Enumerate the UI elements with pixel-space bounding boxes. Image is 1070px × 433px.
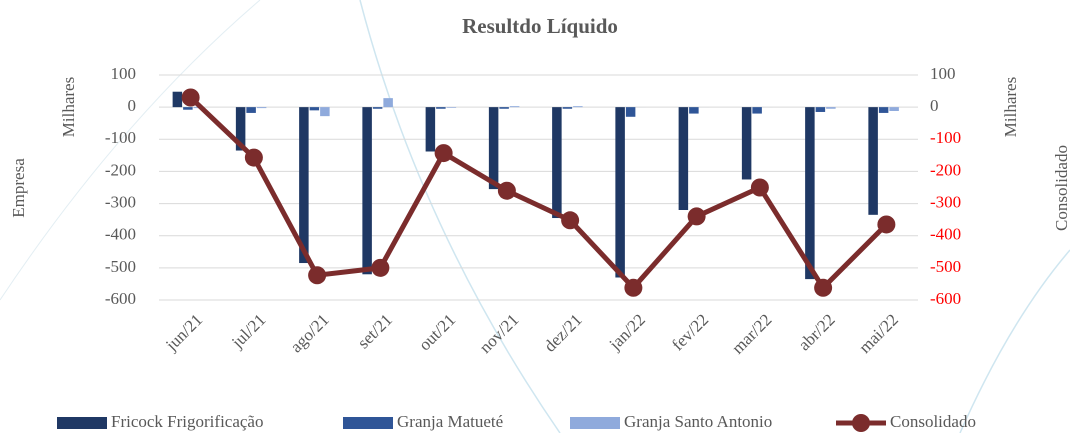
- line-marker: [371, 258, 390, 277]
- legend-swatch: [57, 417, 107, 429]
- y2-tick-label: -200: [930, 160, 961, 179]
- bar: [509, 106, 520, 108]
- y2-tick-label: -300: [930, 192, 961, 211]
- bar: [425, 107, 436, 152]
- bar: [741, 107, 752, 180]
- x-tick-label: abr/22: [795, 310, 839, 354]
- y2-tick-label: 100: [930, 64, 956, 83]
- y-axis-label: Empresa: [9, 158, 28, 218]
- bar: [383, 98, 393, 108]
- x-tick-label: ago/21: [287, 310, 333, 356]
- bar: [320, 107, 330, 117]
- chart-title: Resultdo Líquido: [462, 14, 618, 38]
- legend-label: Granja Matueté: [397, 412, 503, 431]
- bar: [868, 107, 878, 215]
- bar: [805, 107, 815, 280]
- y-tick-label: 100: [111, 64, 137, 83]
- bar: [878, 107, 889, 113]
- bar: [246, 107, 256, 113]
- y-tick-label: -200: [105, 160, 136, 179]
- y-tick-label: -300: [105, 192, 136, 211]
- legend-swatch: [570, 417, 620, 429]
- x-tick-label: set/21: [354, 310, 396, 352]
- line-marker: [497, 181, 516, 200]
- bar: [436, 107, 446, 109]
- line-marker: [750, 178, 769, 197]
- line-marker: [687, 207, 706, 226]
- x-tick-label: fev/22: [668, 310, 712, 354]
- y2-tick-label: -400: [930, 225, 961, 244]
- bar: [573, 106, 583, 108]
- bar: [235, 107, 246, 151]
- bar: [752, 107, 762, 114]
- bar: [299, 107, 309, 264]
- decor-curve: [0, 0, 261, 301]
- line-marker: [624, 278, 643, 297]
- bar: [826, 107, 836, 109]
- legend-swatch: [852, 414, 870, 432]
- bar: [625, 107, 636, 117]
- x-tick-label: nov/21: [476, 310, 523, 357]
- decor-curve: [359, 0, 561, 433]
- x-tick-label: mar/22: [728, 310, 775, 357]
- bar: [256, 107, 267, 109]
- x-tick-label: jul/21: [227, 310, 269, 352]
- y2-tick-label: -100: [930, 128, 961, 147]
- line-marker: [814, 278, 833, 297]
- y2-tick-label: -500: [930, 257, 961, 276]
- bar: [562, 107, 573, 109]
- y2-axis-unit: Milhares: [1001, 77, 1020, 137]
- bar: [309, 107, 320, 111]
- bar: [889, 107, 899, 111]
- bar: [689, 107, 699, 114]
- bar: [183, 107, 193, 110]
- line-marker: [561, 211, 580, 230]
- y2-tick-label: 0: [930, 96, 939, 115]
- bar: [172, 91, 183, 108]
- bar: [446, 107, 457, 108]
- x-tick-label: mai/22: [855, 310, 902, 357]
- bar: [488, 107, 499, 190]
- y-axis-unit: Milhares: [59, 77, 78, 137]
- y-tick-label: -500: [105, 257, 136, 276]
- y2-axis-label: Consolidado: [1052, 145, 1070, 231]
- y-tick-label: 0: [128, 96, 137, 115]
- bar: [615, 107, 625, 278]
- line-marker: [181, 88, 200, 107]
- y-tick-label: -600: [105, 289, 136, 308]
- line-marker: [244, 148, 263, 167]
- bar: [678, 107, 689, 210]
- bar: [362, 107, 372, 275]
- legend-swatch: [343, 417, 393, 429]
- legend-label: Granja Santo Antonio: [624, 412, 772, 431]
- line-marker: [308, 266, 327, 285]
- bar: [372, 107, 383, 109]
- line-marker: [877, 215, 896, 234]
- decor-curve: [959, 249, 1070, 433]
- x-tick-label: out/21: [415, 310, 459, 354]
- x-tick-label: dez/21: [540, 310, 585, 355]
- bar: [815, 107, 826, 112]
- legend-label: Consolidado: [890, 412, 976, 431]
- y-tick-label: -100: [105, 128, 136, 147]
- line: [188, 95, 889, 292]
- legend-label: Fricock Frigorificação: [111, 412, 263, 431]
- line-marker: [434, 144, 453, 163]
- x-tick-label: jan/22: [605, 310, 649, 354]
- x-tick-label: jun/21: [161, 310, 206, 355]
- bar: [499, 107, 509, 109]
- bar: [552, 107, 562, 219]
- y2-tick-label: -600: [930, 289, 961, 308]
- y-tick-label: -400: [105, 225, 136, 244]
